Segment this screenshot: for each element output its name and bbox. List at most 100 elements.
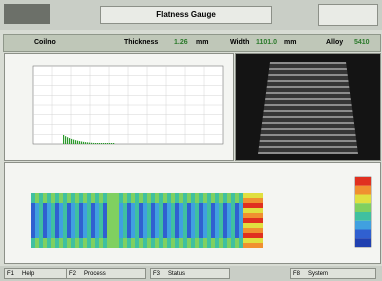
map-cell <box>55 193 59 198</box>
map-cell <box>131 208 135 213</box>
spectrum-bar <box>69 138 70 144</box>
map-cell <box>127 218 131 223</box>
map-cell <box>251 213 255 218</box>
map-cell <box>219 208 223 213</box>
map-cell <box>195 243 199 248</box>
map-cell <box>51 208 55 213</box>
map-cell <box>71 223 75 228</box>
map-cell <box>203 243 207 248</box>
map-cell <box>167 193 171 198</box>
map-cell <box>231 228 235 233</box>
map-cell <box>119 213 123 218</box>
map-cell <box>127 203 131 208</box>
map-cell <box>235 213 239 218</box>
map-cell <box>179 223 183 228</box>
map-cell <box>43 213 47 218</box>
map-cell <box>187 243 191 248</box>
map-cell <box>231 238 235 243</box>
map-cell <box>87 198 91 203</box>
map-cell <box>99 218 103 223</box>
map-cell <box>43 233 47 238</box>
map-cell <box>59 233 63 238</box>
map-cell <box>55 218 59 223</box>
map-cell <box>215 213 219 218</box>
map-cell <box>103 213 107 218</box>
map-cell <box>59 223 63 228</box>
map-cell <box>51 223 55 228</box>
key-label: System <box>308 271 328 277</box>
map-cell <box>63 198 67 203</box>
map-cell <box>95 223 99 228</box>
map-cell <box>119 208 123 213</box>
map-cell <box>59 228 63 233</box>
map-cell <box>179 213 183 218</box>
map-cell <box>99 243 103 248</box>
map-cell <box>147 213 151 218</box>
map-cell <box>171 223 175 228</box>
map-cell <box>83 198 87 203</box>
map-cell <box>251 193 255 198</box>
map-cell <box>183 193 187 198</box>
map-cell <box>139 198 143 203</box>
map-cell <box>95 238 99 243</box>
map-cell <box>47 193 51 198</box>
map-cell <box>135 203 139 208</box>
map-cell <box>187 208 191 213</box>
map-cell <box>255 223 259 228</box>
map-cell <box>255 218 259 223</box>
map-cell <box>143 218 147 223</box>
map-cell <box>243 203 247 208</box>
map-cell <box>103 238 107 243</box>
map-cell <box>67 233 71 238</box>
map-cell <box>219 193 223 198</box>
map-cell <box>215 238 219 243</box>
map-cell <box>151 208 155 213</box>
map-cell <box>215 223 219 228</box>
map-cell <box>155 193 159 198</box>
map-cell <box>143 203 147 208</box>
map-cell <box>67 198 71 203</box>
map-cell <box>131 233 135 238</box>
map-cell <box>147 228 151 233</box>
map-cell <box>35 218 39 223</box>
map-cell <box>79 233 83 238</box>
map-cell <box>71 208 75 213</box>
map-cell <box>259 208 263 213</box>
map-cell <box>95 213 99 218</box>
map-cell <box>151 213 155 218</box>
map-cell <box>127 193 131 198</box>
spectrum-bar <box>103 143 104 144</box>
map-cell <box>127 228 131 233</box>
spectrum-bar <box>83 142 84 144</box>
alloy-label: Alloy <box>326 39 343 46</box>
map-cell <box>39 223 43 228</box>
map-cell <box>187 218 191 223</box>
map-cell <box>131 193 135 198</box>
map-cell <box>103 228 107 233</box>
map-cell <box>123 223 127 228</box>
map-cell <box>31 208 35 213</box>
map-cell <box>143 238 147 243</box>
map-cell <box>195 213 199 218</box>
map-cell <box>159 218 163 223</box>
map-cell <box>243 228 247 233</box>
map-cell <box>155 203 159 208</box>
map-cell <box>191 208 195 213</box>
map-cell <box>243 213 247 218</box>
map-cell <box>155 218 159 223</box>
map-cell <box>139 213 143 218</box>
map-cell <box>115 198 119 203</box>
map-cell <box>59 198 63 203</box>
map-cell <box>79 198 83 203</box>
map-cell <box>239 203 243 208</box>
map-cell <box>247 213 251 218</box>
map-cell <box>151 228 155 233</box>
map-cell <box>239 223 243 228</box>
map-cell <box>43 208 47 213</box>
map-cell <box>111 218 115 223</box>
spectrum-bar <box>95 143 96 144</box>
